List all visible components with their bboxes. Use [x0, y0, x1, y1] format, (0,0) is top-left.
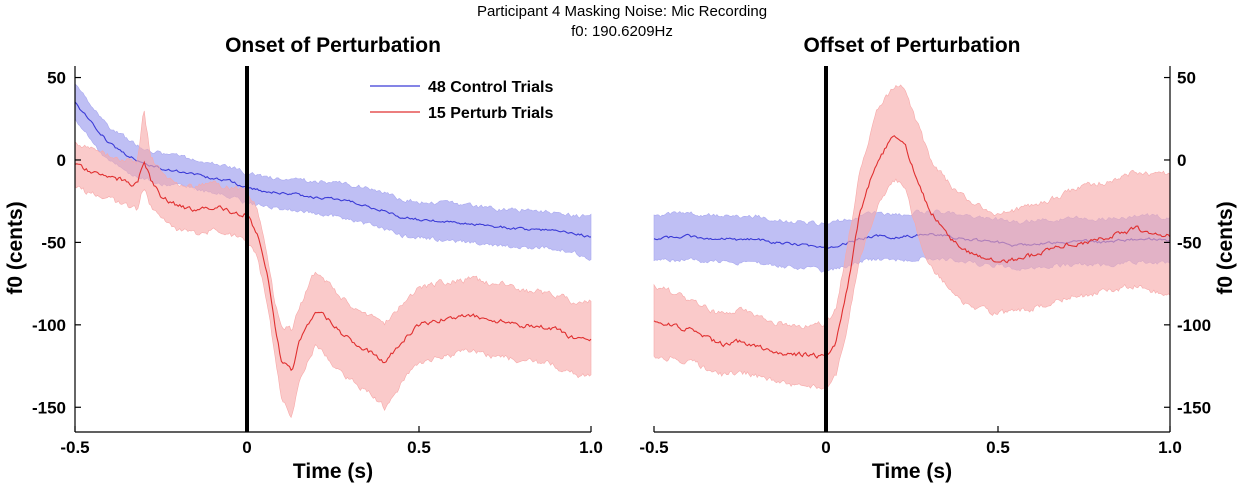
y-tick-label: 0 — [1177, 151, 1186, 170]
perturb-mean-line — [74, 160, 592, 372]
offset-axes: -0.5 0 0.5 1.0 50 0 -50 -100 -150 — [639, 66, 1211, 457]
control-mean-line — [74, 101, 592, 238]
y-tick-label: 50 — [1177, 69, 1196, 88]
y-tick-label: 0 — [57, 151, 66, 170]
y-tick-label: -150 — [1177, 398, 1211, 417]
y-tick-label: -100 — [1177, 316, 1211, 335]
legend-label-control: 48 Control Trials — [428, 79, 553, 96]
legend-box — [363, 70, 585, 126]
y-tick-label: -150 — [32, 398, 66, 417]
onset-panel: Onset of Perturbation -0.5 0 0.5 1.0500-50-… — [4, 34, 603, 483]
figure-suptitle-line2: f0: 190.6209Hz — [571, 23, 673, 40]
onset-y-axis-label: f0 (cents) — [4, 201, 27, 294]
x-tick-label: -0.5 — [60, 438, 89, 457]
y-tick-label: -50 — [41, 233, 66, 252]
offset-y-axis-label: f0 (cents) — [1214, 201, 1237, 294]
offset-x-axis-label: Time (s) — [872, 460, 952, 483]
x-tick-label: 0 — [821, 438, 830, 457]
y-tick-label: 50 — [47, 69, 66, 88]
legend-label-perturb: 15 Perturb Trials — [428, 105, 553, 122]
x-tick-label: 0.5 — [407, 438, 431, 457]
x-tick-label: 1.0 — [579, 438, 603, 457]
perturb-mean-line — [653, 135, 1171, 359]
onset-axes: -0.5 0 0.5 1.0 50 0 -50 -100 -150 — [32, 66, 603, 457]
offset-panel-title: Offset of Perturbation — [803, 34, 1020, 57]
x-tick-label: 0 — [242, 438, 251, 457]
onset-plot-area — [74, 66, 592, 432]
figure-suptitle-line1: Participant 4 Masking Noise: Mic Recordi… — [477, 3, 767, 20]
offset-panel: Offset of Perturbation -0.5 0 0.5 1.0 50 0 -50… — [639, 34, 1237, 483]
x-tick-label: -0.5 — [639, 438, 668, 457]
legend: 48 Control Trials 15 Perturb Trials — [363, 70, 585, 126]
offset-plot-area — [653, 66, 1171, 432]
x-tick-label: 1.0 — [1158, 438, 1182, 457]
onset-panel-title: Onset of Perturbation — [225, 34, 441, 57]
y-tick-label: -100 — [32, 316, 66, 335]
x-tick-label: 0.5 — [986, 438, 1010, 457]
onset-x-axis-label: Time (s) — [293, 460, 373, 483]
y-tick-label: -50 — [1177, 233, 1202, 252]
